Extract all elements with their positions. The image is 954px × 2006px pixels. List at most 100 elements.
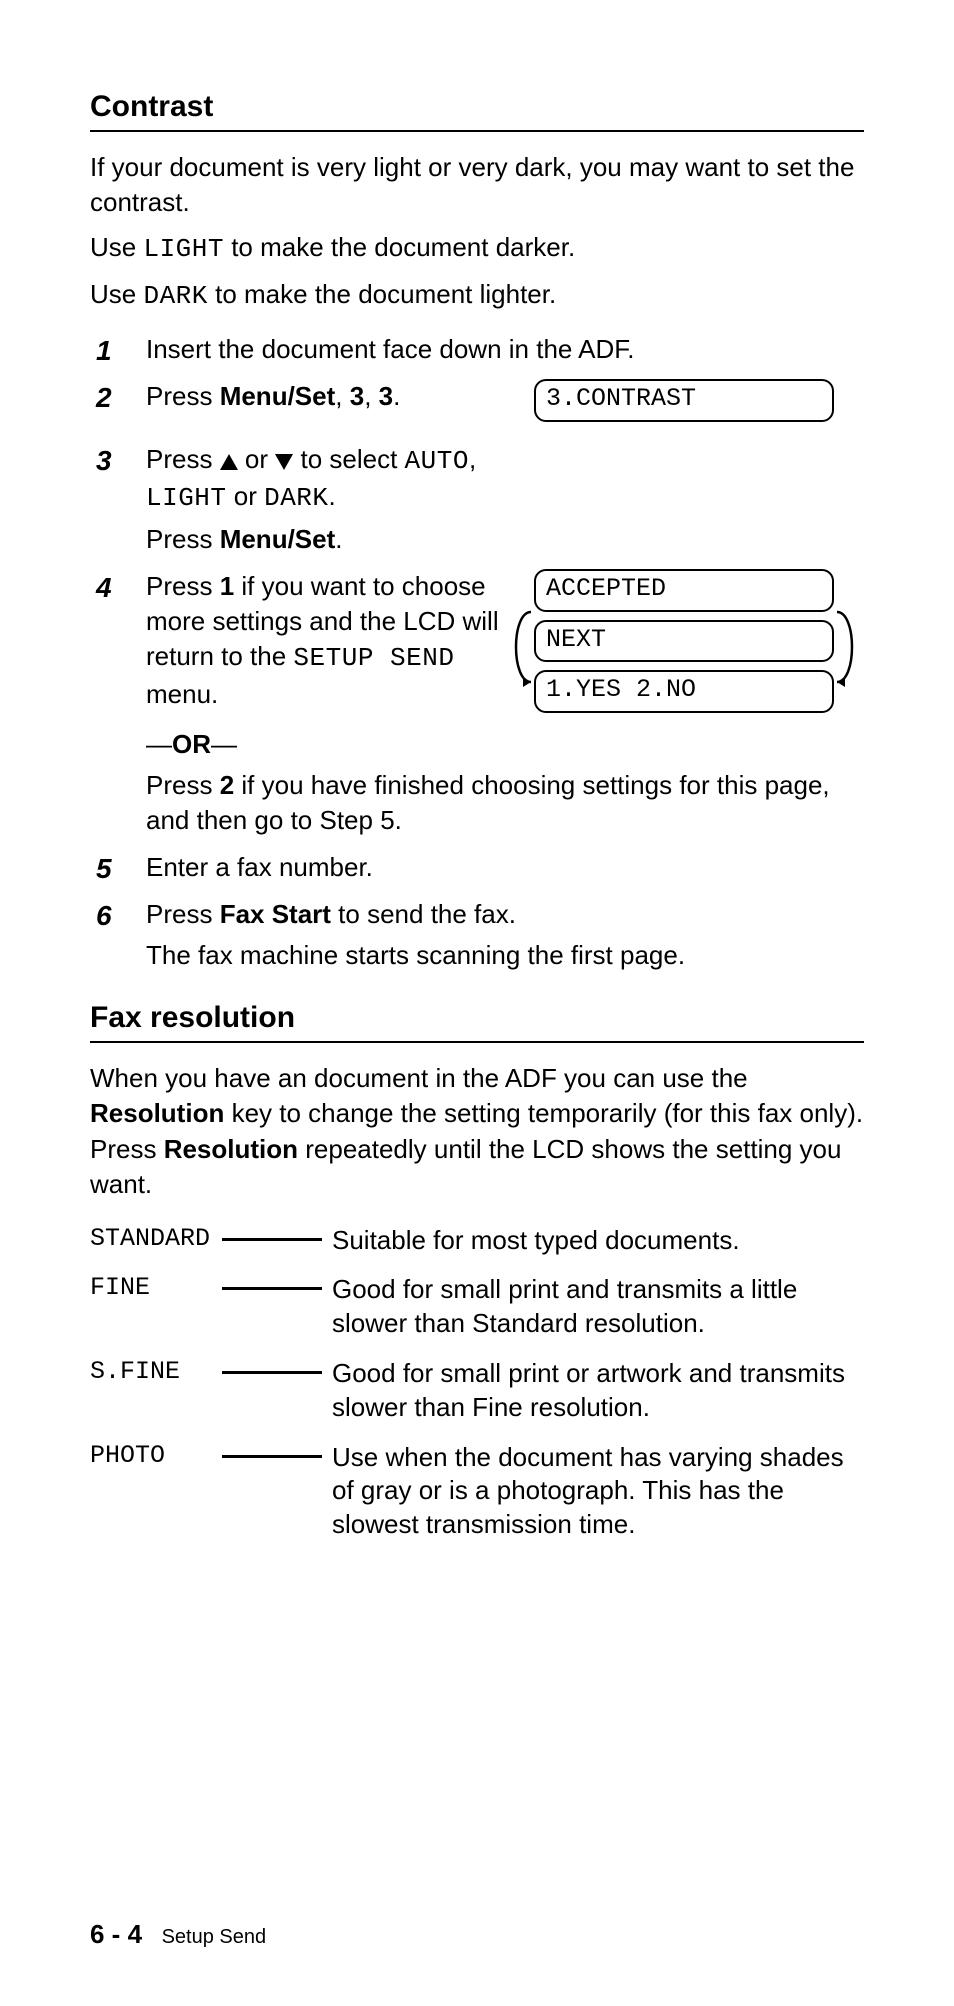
or-separator: —OR— (146, 727, 864, 762)
lcd-display: 3.CONTRAST (534, 379, 834, 422)
loop-arrow-left-icon (506, 607, 536, 687)
key-label: 3 (379, 381, 393, 411)
text: to make the document lighter. (208, 279, 556, 309)
text: menu. (146, 679, 218, 709)
resolution-row-photo: PHOTO Use when the document has varying … (90, 1441, 864, 1542)
text: , (469, 444, 476, 474)
code: SETUP SEND (293, 643, 454, 673)
step-1: 1 Insert the document face down in the A… (146, 332, 864, 367)
resolution-label: PHOTO (90, 1441, 222, 1470)
step-text: Press or to select AUTO, LIGHT or DARK. (146, 442, 864, 516)
dash-connector (222, 1441, 322, 1461)
resolution-row-sfine: S.FINE Good for small print or artwork a… (90, 1357, 864, 1425)
text: — (211, 729, 237, 759)
resolution-row-standard: STANDARD Suitable for most typed documen… (90, 1224, 864, 1258)
code-dark: DARK (143, 281, 207, 311)
text: or (227, 481, 265, 511)
lcd-display: ACCEPTED (534, 569, 834, 612)
loop-arrow-right-icon (832, 607, 862, 687)
code: DARK (264, 483, 328, 513)
text: to send the fax. (331, 899, 516, 929)
rule (90, 1041, 864, 1043)
resolution-desc: Good for small print and transmits a lit… (322, 1273, 864, 1341)
key-label: 3 (350, 381, 364, 411)
contrast-use-dark: Use DARK to make the document lighter. (90, 277, 864, 314)
step-subtext: Press 2 if you have finished choosing se… (146, 768, 864, 838)
key-label: 2 (220, 770, 234, 800)
down-arrow-icon (275, 454, 293, 470)
text: . (393, 381, 400, 411)
dash-connector (222, 1357, 322, 1377)
up-arrow-icon (220, 454, 238, 470)
text: if you have finished choosing settings f… (146, 770, 830, 835)
step-text: Press Menu/Set, 3, 3. (146, 379, 514, 414)
text: When you have an document in the ADF you… (90, 1063, 748, 1093)
text: Use (90, 232, 143, 262)
contrast-use-light: Use LIGHT to make the document darker. (90, 230, 864, 267)
page-footer: 6 - 4 Setup Send (90, 1919, 266, 1950)
resolution-desc: Suitable for most typed documents. (322, 1224, 864, 1258)
step-text: Press Fax Start to send the fax. (146, 897, 864, 932)
resolution-label: STANDARD (90, 1224, 222, 1253)
code: LIGHT (146, 483, 227, 513)
lcd-display: NEXT (534, 620, 834, 663)
key-label: Resolution (164, 1134, 298, 1164)
lcd-display: 1.YES 2.NO (534, 670, 834, 713)
step-subtext: The fax machine starts scanning the firs… (146, 938, 864, 973)
faxres-intro: When you have an document in the ADF you… (90, 1061, 864, 1201)
step-text: Enter a fax number. (146, 850, 864, 885)
dash-connector (222, 1273, 322, 1293)
key-label: Resolution (90, 1098, 224, 1128)
resolution-label: FINE (90, 1273, 222, 1302)
text: OR (172, 729, 211, 759)
steps-list: 1 Insert the document face down in the A… (90, 332, 864, 973)
text: or (238, 444, 276, 474)
heading-fax-resolution: Fax resolution (90, 1001, 864, 1035)
resolution-desc: Use when the document has varying shades… (322, 1441, 864, 1542)
text: , (335, 381, 349, 411)
step-6: 6 Press Fax Start to send the fax. The f… (146, 897, 864, 973)
text: to make the document darker. (224, 232, 575, 262)
step-4: 4 Press 1 if you want to choose more set… (146, 569, 864, 838)
heading-contrast: Contrast (90, 90, 864, 124)
key-label: Menu/Set (220, 524, 336, 554)
rule (90, 130, 864, 132)
text: — (146, 729, 172, 759)
step-number: 5 (96, 850, 112, 888)
step-number: 6 (96, 897, 112, 935)
text: Press (146, 524, 220, 554)
text: Press (146, 899, 220, 929)
text: Press (146, 770, 220, 800)
step-2: 2 Press Menu/Set, 3, 3. 3.CONTRAST (146, 379, 864, 430)
resolution-desc: Good for small print or artwork and tran… (322, 1357, 864, 1425)
contrast-intro: If your document is very light or very d… (90, 150, 864, 220)
step-text: Insert the document face down in the ADF… (146, 332, 864, 367)
text: Use (90, 279, 143, 309)
text: Press (146, 381, 220, 411)
step-5: 5 Enter a fax number. (146, 850, 864, 885)
lcd-group: ACCEPTED NEXT 1.YES 2.NO (534, 569, 864, 721)
page-number: 6 - 4 (90, 1919, 142, 1949)
code: AUTO (405, 446, 469, 476)
lcd-group: 3.CONTRAST (534, 379, 864, 430)
text: Press (146, 444, 220, 474)
key-label: Fax Start (220, 899, 331, 929)
text: , (364, 381, 378, 411)
text: . (329, 481, 336, 511)
resolution-label: S.FINE (90, 1357, 222, 1386)
text: . (335, 524, 342, 554)
text: Press (146, 571, 220, 601)
key-label: Menu/Set (220, 381, 336, 411)
step-text: Press 1 if you want to choose more setti… (146, 569, 514, 711)
step-subtext: Press Menu/Set. (146, 522, 864, 557)
dash-connector (222, 1224, 322, 1244)
step-3: 3 Press or to select AUTO, LIGHT or DARK… (146, 442, 864, 557)
page: Contrast If your document is very light … (0, 0, 954, 2006)
resolution-table: STANDARD Suitable for most typed documen… (90, 1224, 864, 1542)
code-light: LIGHT (143, 234, 224, 264)
step-number: 1 (96, 332, 112, 370)
resolution-row-fine: FINE Good for small print and transmits … (90, 1273, 864, 1341)
step-number: 3 (96, 442, 112, 480)
key-label: 1 (220, 571, 234, 601)
footer-title: Setup Send (162, 1926, 267, 1948)
